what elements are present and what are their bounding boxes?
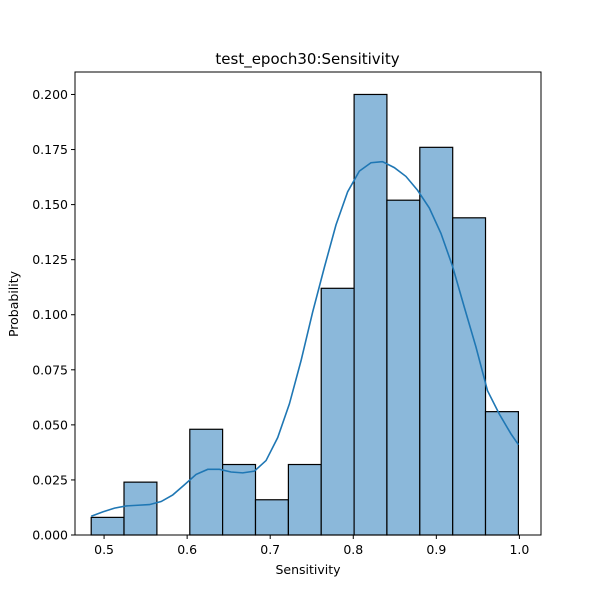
- y-tick-label: 0.175: [32, 142, 68, 157]
- x-tick-label: 0.7: [260, 542, 280, 557]
- y-tick-label: 0.200: [32, 87, 68, 102]
- y-tick-label: 0.125: [32, 252, 68, 267]
- plot-frame: [74, 71, 542, 536]
- x-tick-label: 0.8: [343, 542, 363, 557]
- histogram-bar-6: [287, 463, 322, 536]
- y-tick-label: 0.000: [32, 528, 68, 543]
- y-axis-label: Probability: [6, 270, 21, 337]
- y-tick-label: 0.025: [32, 472, 68, 487]
- histogram-bar-10: [419, 146, 454, 536]
- histogram-bars: [90, 93, 520, 536]
- x-tick-label: 0.5: [94, 542, 114, 557]
- histogram-bar-9: [386, 199, 421, 536]
- histogram-bar-8: [353, 93, 388, 536]
- histogram-bar-5: [254, 499, 289, 536]
- histogram-bar-1: [123, 481, 158, 536]
- chart-title: test_epoch30:Sensitivity: [215, 50, 399, 69]
- y-axis: 0.000 0.025 0.050 0.075 0.100 0.125 0.150 0.175…: [32, 87, 75, 543]
- histogram-bar-3: [189, 428, 224, 536]
- histogram-bar-4: [222, 463, 257, 536]
- y-tick-label: 0.100: [32, 307, 68, 322]
- y-tick-label: 0.050: [32, 417, 68, 432]
- x-axis: 0.5 0.6 0.7 0.8 0.9 1.0: [94, 535, 529, 557]
- x-tick-label: 0.9: [426, 542, 446, 557]
- y-tick-label: 0.075: [32, 362, 68, 377]
- y-tick-label: 0.150: [32, 197, 68, 212]
- x-axis-label: Sensitivity: [275, 562, 341, 577]
- histogram-bar-11: [452, 217, 487, 536]
- kde-curve: [90, 160, 520, 518]
- x-tick-label: 0.6: [177, 542, 197, 557]
- histogram-bar-0: [90, 516, 125, 536]
- x-tick-label: 1.0: [509, 542, 529, 557]
- histogram-bar-7: [320, 287, 355, 536]
- histogram-bar-12: [484, 411, 520, 536]
